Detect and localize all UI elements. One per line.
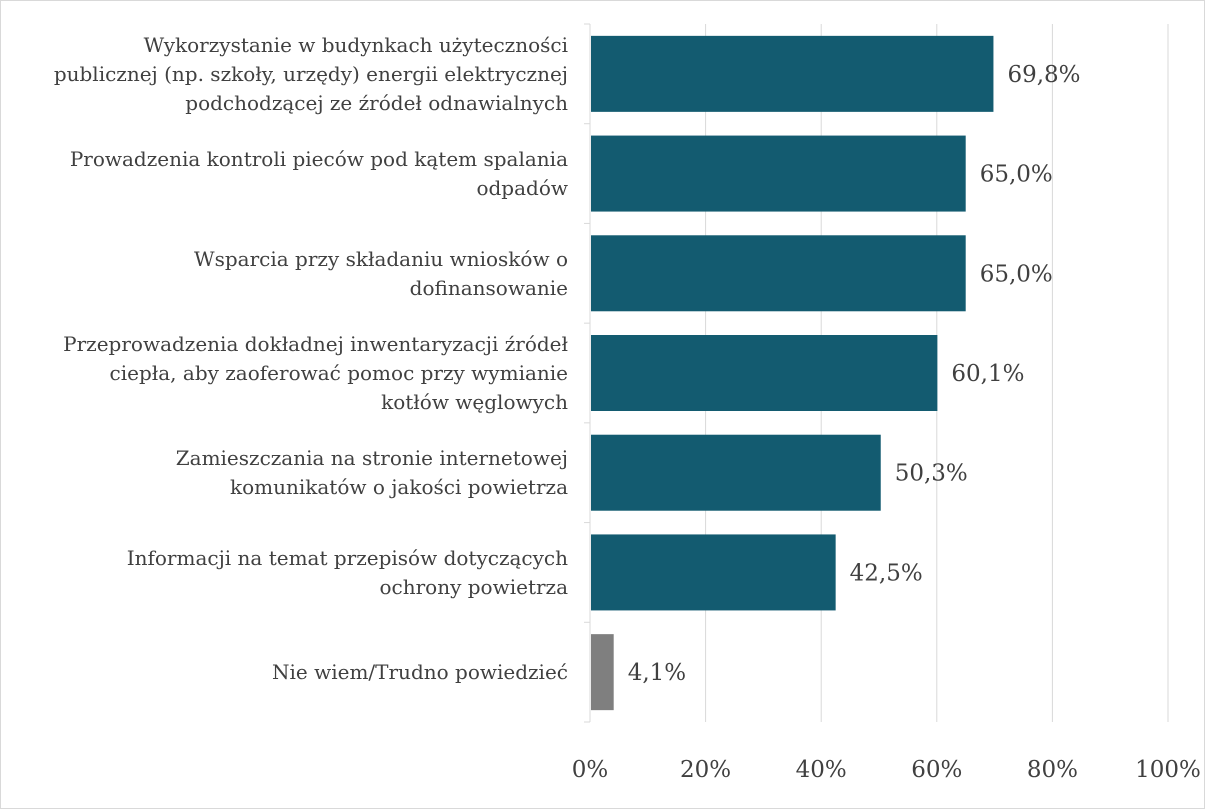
category-label-line: Informacji na temat przepisów dotyczącyc… — [127, 546, 568, 570]
category-axis — [584, 23, 591, 723]
data-label: 4,1% — [628, 660, 686, 686]
bars — [591, 35, 994, 711]
category-label-line: komunikatów o jakości powietrza — [230, 475, 568, 499]
x-tick-label: 100% — [1135, 757, 1201, 783]
data-label: 65,0% — [980, 261, 1053, 287]
category-label-line: Prowadzenia kontroli pieców pod kątem sp… — [70, 147, 568, 171]
x-axis-tick-labels: 0% 20% 40% 60% 80% 100% — [572, 757, 1201, 783]
data-label: 65,0% — [980, 162, 1053, 188]
category-label: Zamieszczania na stronie internetowej kom… — [176, 446, 568, 499]
data-label: 69,8% — [1007, 62, 1080, 88]
data-label: 60,1% — [951, 361, 1024, 387]
category-label: Wykorzystanie w budynkach użyteczności pu… — [54, 33, 568, 115]
x-tick-label: 20% — [680, 757, 731, 783]
value-labels: 69,8% 65,0% 65,0% 60,1% 50,3% 42,5% 4,1% — [628, 62, 1081, 686]
data-label: 50,3% — [895, 461, 968, 487]
category-labels: Wykorzystanie w budynkach użyteczności pu… — [54, 33, 569, 684]
category-label-line: Zamieszczania na stronie internetowej — [176, 446, 568, 470]
x-tick-label: 80% — [1027, 757, 1078, 783]
category-label: Informacji na temat przepisów dotyczącyc… — [127, 546, 568, 599]
category-label: Nie wiem/Trudno powiedzieć — [272, 660, 568, 684]
category-label-line: Wsparcia przy składaniu wniosków o — [194, 247, 568, 271]
x-tick-label: 0% — [572, 757, 609, 783]
bar — [591, 235, 966, 312]
data-label: 42,5% — [850, 560, 923, 586]
bar — [591, 434, 881, 511]
bar — [591, 35, 994, 112]
category-label-line: Wykorzystanie w budynkach użyteczności — [144, 33, 568, 57]
category-label: Wsparcia przy składaniu wniosków o dofina… — [194, 247, 568, 300]
category-label-line: ochrony powietrza — [379, 575, 568, 599]
bar — [591, 135, 966, 212]
category-label-line: ciepła, aby zaoferować pomoc przy wymian… — [110, 361, 568, 385]
category-label-line: Nie wiem/Trudno powiedzieć — [272, 660, 568, 684]
category-label-line: publicznej (np. szkoły, urzędy) energii … — [54, 62, 568, 86]
category-label: Przeprowadzenia dokładnej inwentaryzacji… — [63, 332, 568, 414]
x-tick-label: 60% — [911, 757, 962, 783]
category-label: Prowadzenia kontroli pieców pod kątem sp… — [70, 147, 568, 200]
bar — [591, 534, 836, 611]
category-label-line: odpadów — [476, 176, 568, 200]
category-label-line: kotłów węglowych — [381, 390, 568, 414]
category-label-line: Przeprowadzenia dokładnej inwentaryzacji… — [63, 332, 568, 356]
bar — [591, 335, 938, 411]
x-tick-label: 40% — [796, 757, 847, 783]
bar — [591, 634, 614, 711]
category-label-line: podchodzącej ze źródeł odnawialnych — [185, 91, 568, 115]
category-label-line: dofinansowanie — [410, 276, 568, 300]
